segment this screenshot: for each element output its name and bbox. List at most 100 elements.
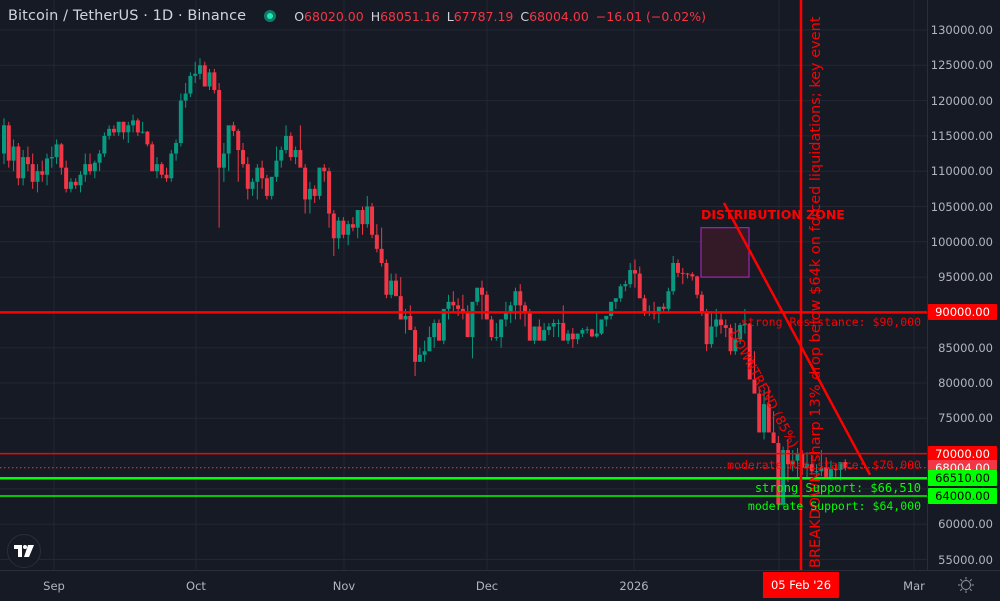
high-key: H bbox=[370, 8, 381, 24]
candle-body bbox=[738, 325, 743, 340]
price-tick-label: 80000.00 bbox=[938, 376, 993, 390]
candle-body bbox=[637, 273, 642, 299]
price-axis[interactable]: 130000.00 125000.00 120000.00 115000.00 1100… bbox=[927, 0, 1000, 570]
time-tick-label: Nov bbox=[332, 579, 356, 593]
price-tick-label: 130000.00 bbox=[930, 23, 993, 37]
market-status-icon[interactable] bbox=[264, 10, 277, 22]
candle-body bbox=[178, 100, 183, 143]
price-level-badge: 70000.00 bbox=[928, 445, 997, 462]
price-tick-label: 100000.00 bbox=[930, 234, 993, 249]
candle-body bbox=[154, 164, 159, 172]
candle-body bbox=[370, 206, 375, 235]
candle-body bbox=[456, 305, 461, 309]
candle-body bbox=[226, 125, 231, 154]
candle-body bbox=[140, 131, 145, 133]
candle-body bbox=[408, 315, 413, 331]
candle-body bbox=[570, 333, 575, 340]
candle-body bbox=[695, 276, 700, 295]
candle-body bbox=[327, 171, 332, 214]
candle-body bbox=[838, 462, 843, 470]
candle-body bbox=[666, 291, 671, 309]
candle-body bbox=[260, 167, 265, 179]
candle-body bbox=[599, 319, 604, 334]
candle-body bbox=[236, 130, 241, 151]
candle-body bbox=[135, 120, 140, 133]
candle-body bbox=[470, 301, 475, 338]
time-tick-label: Oct bbox=[186, 579, 206, 593]
candle-body bbox=[264, 178, 269, 196]
candle-body bbox=[575, 333, 580, 340]
symbol-title[interactable]: Bitcoin / TetherUS · 1D · Binance bbox=[8, 8, 247, 24]
candle-body bbox=[771, 432, 776, 444]
candle-body bbox=[623, 284, 628, 287]
candle-body bbox=[699, 294, 704, 313]
candle-body bbox=[465, 312, 470, 338]
candle-body bbox=[460, 308, 465, 313]
candle-body bbox=[417, 354, 422, 362]
candle-body bbox=[59, 144, 64, 168]
candle-body bbox=[341, 220, 346, 235]
chart-header: Bitcoin / TetherUS · 1D · Binance O 68020… bbox=[8, 6, 713, 26]
candle-body bbox=[68, 181, 73, 189]
candle-body bbox=[346, 224, 351, 235]
candle-body bbox=[494, 337, 499, 339]
candle-body bbox=[747, 323, 752, 380]
candle-body bbox=[523, 305, 528, 313]
candle-body bbox=[690, 274, 695, 277]
candle-body bbox=[848, 467, 853, 469]
candle-body bbox=[566, 333, 571, 341]
candle-body bbox=[78, 174, 83, 186]
candle-body bbox=[293, 150, 298, 158]
candle-body bbox=[436, 322, 441, 341]
candle-body bbox=[785, 450, 790, 465]
chart-area[interactable]: Bitcoin / TetherUS · 1D · Binance O 68020… bbox=[0, 0, 927, 570]
price-tick-label: 55000.00 bbox=[938, 552, 993, 567]
settings-sun-icon[interactable] bbox=[958, 577, 974, 593]
candle-body bbox=[441, 308, 446, 341]
candle-body bbox=[432, 322, 437, 338]
change-value: −16.01 (−0.02%) bbox=[595, 8, 706, 24]
candle-body bbox=[83, 164, 88, 175]
candle-body bbox=[671, 262, 676, 292]
candle-body bbox=[413, 330, 418, 362]
candle-body bbox=[121, 121, 126, 133]
candle-body bbox=[25, 157, 30, 165]
candle-body bbox=[64, 167, 69, 189]
candle-body bbox=[685, 273, 690, 275]
candle-body bbox=[384, 262, 389, 295]
candle-body bbox=[656, 306, 661, 314]
candlestick-chart[interactable] bbox=[0, 0, 927, 570]
price-tick-label: 110000.00 bbox=[930, 164, 993, 179]
tradingview-logo-icon[interactable] bbox=[7, 534, 41, 568]
candle-body bbox=[16, 146, 21, 179]
candle-body bbox=[11, 146, 16, 161]
candle-body bbox=[766, 404, 771, 433]
candle-body bbox=[126, 125, 131, 133]
candle-body bbox=[427, 337, 432, 352]
candle-body bbox=[824, 467, 829, 477]
candle-body bbox=[231, 125, 236, 131]
candle-body bbox=[54, 144, 59, 158]
candle-body bbox=[527, 312, 532, 341]
downtrend-line bbox=[722, 202, 872, 476]
candle-body bbox=[762, 404, 767, 433]
candle-body bbox=[661, 306, 666, 309]
candle-body bbox=[317, 167, 322, 196]
candle-body bbox=[255, 167, 260, 182]
candle-body bbox=[489, 319, 494, 338]
candle-body bbox=[30, 164, 35, 182]
time-axis[interactable]: Sep Oct Nov Dec 2026 Mar 05 Feb '26 bbox=[0, 570, 1000, 601]
candle-body bbox=[451, 301, 456, 306]
candle-body bbox=[618, 286, 623, 299]
candle-body bbox=[92, 162, 97, 172]
candle-body bbox=[805, 464, 810, 468]
candle-body bbox=[298, 150, 303, 168]
candle-body bbox=[336, 220, 341, 239]
candle-body bbox=[776, 443, 781, 505]
candle-body bbox=[628, 270, 633, 285]
distribution-zone-label: DISTRIBUTION ZONE bbox=[701, 207, 845, 222]
time-tick-label: Dec bbox=[475, 579, 499, 593]
candle-body bbox=[680, 272, 685, 274]
candle-body bbox=[422, 351, 427, 355]
candles bbox=[2, 58, 853, 511]
